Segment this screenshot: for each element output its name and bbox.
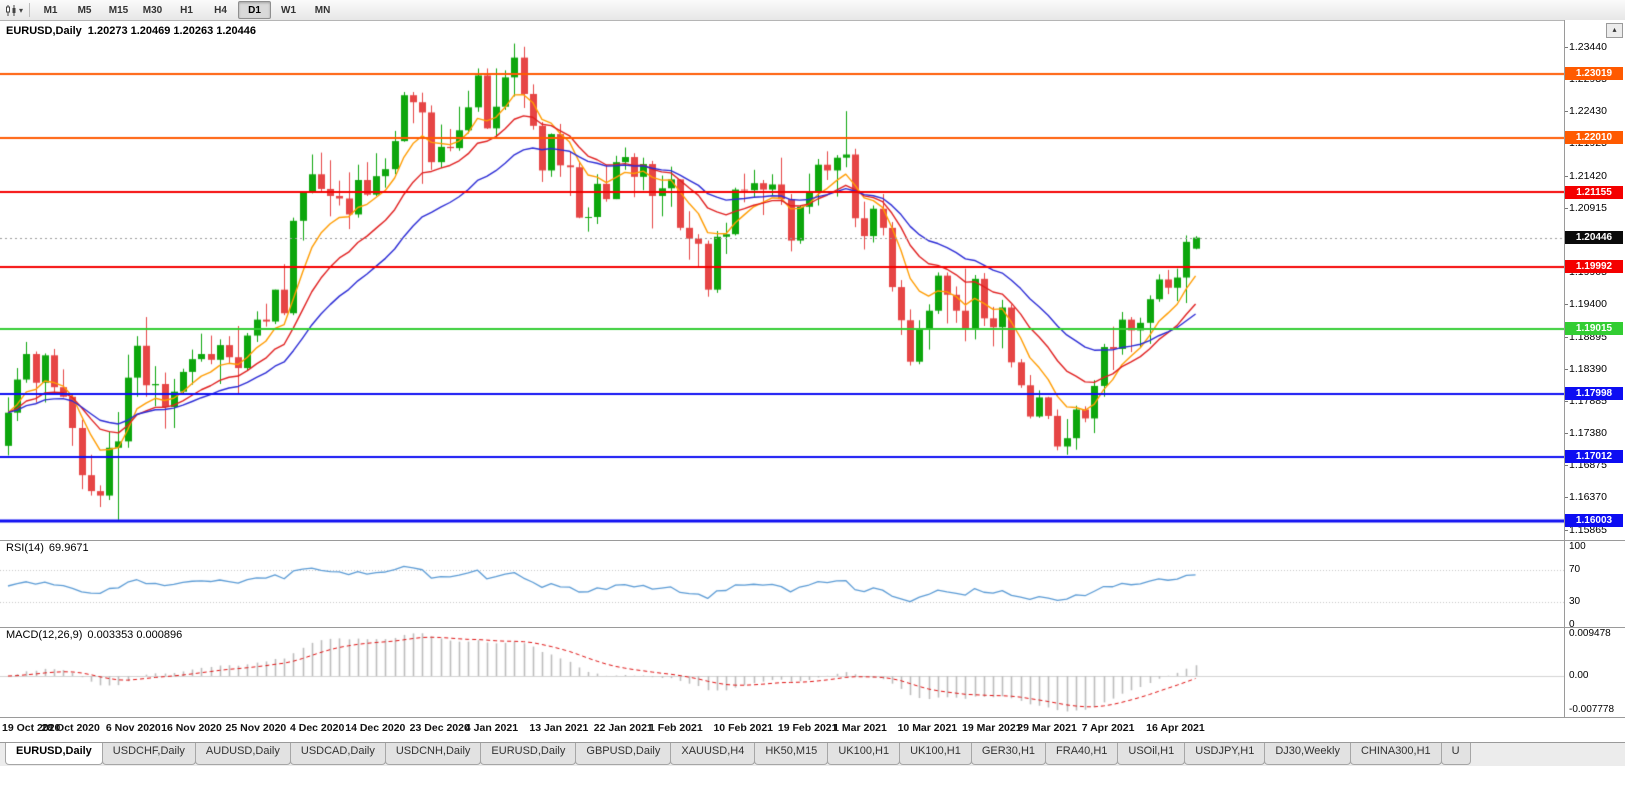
scroll-up-button[interactable]: ▴ (1606, 23, 1623, 38)
chart-tab[interactable]: FRA40,H1 (1045, 743, 1119, 765)
rsi-panel-canvas[interactable] (0, 540, 1564, 627)
rsi-indicator-label: RSI(14) 69.9671 (6, 542, 89, 554)
y-axis-tick: 1.18390 (1564, 362, 1607, 375)
chart-tab[interactable]: XAUUSD,H4 (670, 743, 756, 765)
symbol-period-label: EURUSD,Daily (6, 25, 82, 37)
macd-panel-canvas[interactable] (0, 627, 1564, 717)
date-label: 14 Dec 2020 (345, 722, 406, 734)
macd-values: 0.003353 0.000896 (87, 629, 183, 641)
timeframe-button-m15[interactable]: M15 (108, 4, 129, 16)
price-level-label: 1.22010 (1565, 131, 1623, 145)
macd-axis-label: 0.009478 (1569, 628, 1611, 639)
chart-tab[interactable]: UK100,H1 (827, 743, 901, 765)
chart-tab[interactable]: U (1440, 743, 1471, 765)
chart-tab[interactable]: EURUSD,Daily (480, 743, 577, 765)
macd-axis-label: 0.00 (1569, 670, 1589, 681)
chart-tab[interactable]: EURUSD,Daily (5, 743, 103, 765)
price-level-label: 1.19015 (1565, 322, 1623, 336)
chart-tab[interactable]: GBPUSD,Daily (575, 743, 672, 765)
date-axis-divider (0, 717, 1625, 718)
timeframe-button-mn[interactable]: MN (314, 4, 331, 16)
timeframe-button-m5[interactable]: M5 (77, 4, 92, 16)
date-label: 13 Jan 2021 (529, 722, 589, 734)
toolbar-separator (29, 3, 31, 17)
chart-tab[interactable]: USOil,H1 (1117, 743, 1186, 765)
rsi-name: RSI(14) (6, 542, 44, 554)
date-label: 6 Nov 2020 (105, 722, 161, 734)
chart-tab[interactable]: USDJPY,H1 (1184, 743, 1266, 765)
macd-panel-divider[interactable] (0, 627, 1625, 628)
timeframe-button-m30[interactable]: M30 (142, 4, 163, 16)
main-chart-canvas[interactable] (0, 20, 1564, 540)
rsi-axis-label: 0 (1569, 619, 1575, 630)
chart-tab[interactable]: USDCHF,Daily (101, 743, 196, 765)
date-label: 29 Mar 2021 (1017, 722, 1077, 734)
rsi-axis-label: 70 (1569, 564, 1581, 576)
date-axis[interactable]: 19 Oct 2020 28 Oct 2020 6 Nov 2020 16 Nov 2… (0, 718, 1564, 741)
price-level-label: 1.19992 (1565, 260, 1623, 274)
chart-tab-bar: EURUSD,Daily USDCHF,Daily AUDUSD,Daily USDC… (0, 742, 1625, 766)
timeframe-button-m1[interactable]: M1 (43, 4, 58, 16)
chart-tab[interactable]: HK50,M15 (754, 743, 829, 765)
date-label: 4 Dec 2020 (290, 722, 345, 734)
date-label: 7 Apr 2021 (1081, 722, 1135, 734)
date-label: 25 Nov 2020 (225, 722, 287, 734)
timeframe-button-h4[interactable]: H4 (214, 4, 227, 16)
chart-tab[interactable]: CHINA300,H1 (1349, 743, 1442, 765)
chart-tab[interactable]: UK100,H1 (899, 743, 972, 765)
y-axis-tick: 1.17380 (1564, 427, 1607, 440)
chart-tab[interactable]: DJ30,Weekly (1264, 743, 1351, 765)
macd-axis-label: -0.007778 (1569, 704, 1615, 716)
price-level-label: 1.17012 (1565, 450, 1623, 464)
chevron-down-icon[interactable]: ▾ (19, 5, 24, 15)
chart-tab[interactable]: USDCAD,Daily (289, 743, 386, 765)
date-label: 16 Nov 2020 (161, 722, 222, 734)
date-label: 1 Feb 2021 (649, 722, 703, 734)
date-label: 19 Mar 2021 (962, 722, 1022, 734)
timeframe-button-d1[interactable]: D1 (238, 1, 272, 19)
price-level-label: 1.17998 (1565, 387, 1623, 401)
candlestick-chart-icon[interactable] (3, 3, 19, 17)
y-axis-tick: 1.16370 (1564, 491, 1607, 504)
y-axis-tick: 1.23440 (1564, 40, 1607, 53)
date-label: 10 Mar 2021 (897, 722, 958, 734)
price-level-label: 1.23019 (1565, 67, 1623, 81)
chart-title: EURUSD,Daily 1.20273 1.20469 1.20263 1.20… (6, 25, 262, 37)
date-label: 19 Oct 2020 (2, 722, 61, 734)
y-axis-tick: 1.19400 (1564, 298, 1607, 311)
price-level-label: 1.16003 (1565, 514, 1623, 528)
price-axis[interactable]: 1.234401.229351.224301.219251.214201.209… (1564, 20, 1625, 717)
price-axis-separator (1564, 20, 1565, 717)
timeframe-buttons: M1 M5 M15 M30 H1 H4 D1 W1 MN (34, 1, 339, 19)
date-label: 16 Apr 2021 (1146, 722, 1205, 734)
date-label: 22 Jan 2021 (593, 722, 653, 734)
chart-tab[interactable]: AUDUSD,Daily (194, 743, 291, 765)
rsi-axis-label: 100 (1569, 541, 1586, 552)
date-label: 4 Jan 2021 (464, 722, 519, 734)
rsi-panel-divider[interactable] (0, 540, 1625, 541)
rsi-axis-label: 30 (1569, 595, 1581, 607)
macd-name: MACD(12,26,9) (6, 629, 83, 641)
date-label: 28 Oct 2020 (41, 722, 100, 734)
chart-tab[interactable]: USDCNH,Daily (384, 743, 482, 765)
date-label: 23 Dec 2020 (409, 722, 470, 734)
y-axis-tick: 1.22430 (1564, 105, 1607, 118)
current-price-label: 1.20446 (1565, 231, 1623, 245)
timeframe-button-w1[interactable]: W1 (281, 4, 297, 16)
chart-tab[interactable]: GER30,H1 (970, 743, 1047, 765)
rsi-value: 69.9671 (48, 542, 89, 554)
ohlc-values: 1.20273 1.20469 1.20263 1.20446 (87, 25, 257, 37)
date-label: 19 Feb 2021 (777, 722, 838, 734)
y-axis-tick: 1.21420 (1564, 169, 1607, 182)
date-label: 1 Mar 2021 (833, 722, 887, 734)
date-label: 10 Feb 2021 (713, 722, 774, 734)
timeframe-button-h1[interactable]: H1 (180, 4, 193, 16)
macd-indicator-label: MACD(12,26,9) 0.003353 0.000896 (6, 629, 182, 641)
timeframe-toolbar: ▾ M1 M5 M15 M30 H1 H4 D1 W1 MN (0, 0, 1625, 21)
price-level-label: 1.21155 (1565, 185, 1623, 199)
y-axis-tick: 1.20915 (1564, 201, 1607, 214)
